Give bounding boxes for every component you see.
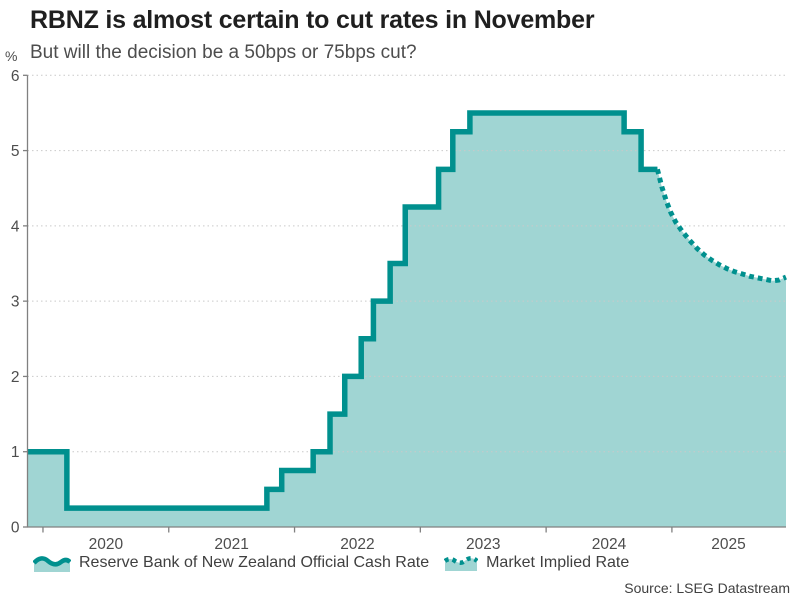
y-tick-label: 0 (11, 520, 20, 537)
x-tick-label: 2023 (466, 536, 500, 553)
y-tick-label: 1 (11, 444, 20, 461)
ocr-series-swatch-icon (33, 553, 71, 573)
y-tick-label: 3 (11, 294, 20, 311)
x-tick-label: 2024 (592, 536, 627, 553)
ocr-series-label: Reserve Bank of New Zealand Official Cas… (79, 554, 430, 571)
source-attribution: Source: LSEG Datastream (624, 580, 790, 596)
ocr-rate-line (28, 110, 658, 511)
y-tick-label: 4 (11, 218, 20, 235)
x-tick-label: 2022 (340, 536, 374, 553)
area-fill (28, 112, 786, 528)
y-axis-unit-label: % (5, 48, 18, 64)
chart-legend: Reserve Bank of New Zealand Official Cas… (33, 553, 629, 573)
chart-subtitle: But will the decision be a 50bps or 75bp… (30, 42, 417, 63)
page-title: RBNZ is almost certain to cut rates in N… (30, 6, 595, 34)
x-tick-label: 2020 (89, 536, 124, 553)
implied-series-label: Market Implied Rate (486, 554, 630, 571)
market-implied-line (654, 168, 787, 284)
x-tick-label: 2021 (214, 536, 248, 553)
x-tick-label: 2025 (711, 536, 745, 553)
y-tick-label: 6 (11, 68, 20, 85)
y-tick-label: 5 (11, 143, 20, 160)
implied-series-swatch-icon (444, 553, 479, 573)
y-tick-label: 2 (11, 369, 20, 386)
